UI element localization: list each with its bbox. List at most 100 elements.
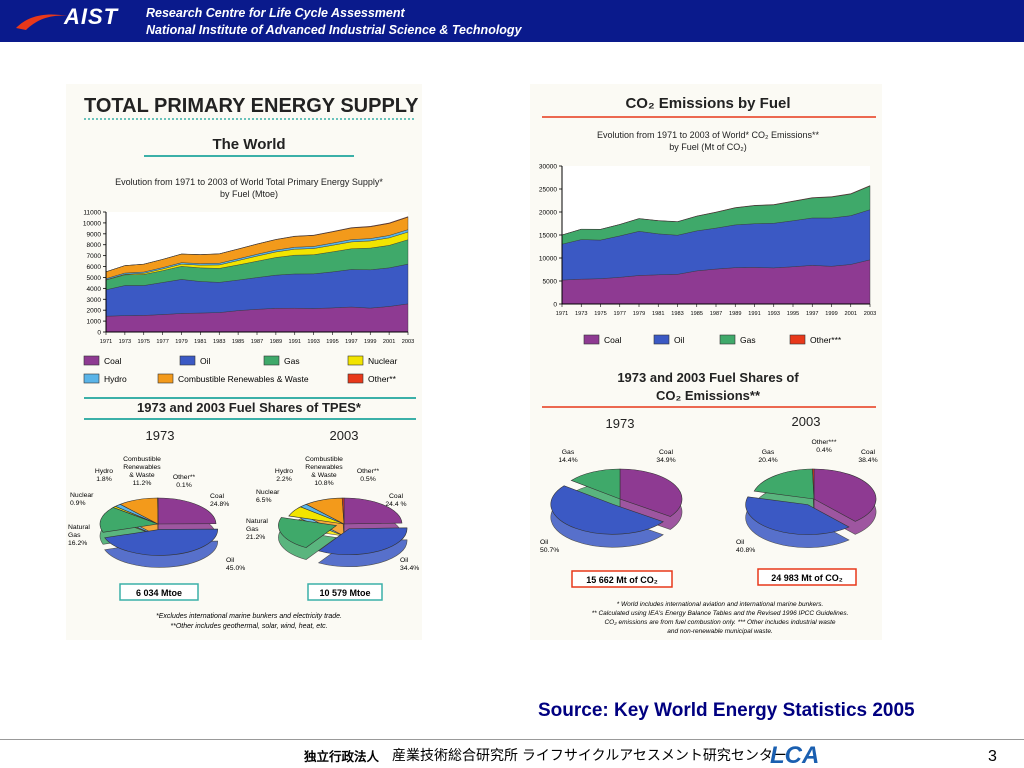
co2-pie-2003-slice-1	[745, 496, 850, 535]
tpes-pie-2003-label-name-0: Coal	[389, 493, 403, 500]
co2-xtick-label: 1979	[633, 311, 645, 317]
co2-xtick-label: 1981	[652, 311, 664, 317]
footer-org-name: 産業技術総合研究所 ライフサイクルアセスメント研究センター	[392, 747, 787, 763]
tpes-banner: TOTAL PRIMARY ENERGY SUPPLY	[84, 95, 419, 117]
tpes-pie-2003-label-name-2: Natural	[246, 518, 268, 525]
tpes-year-2003: 2003	[330, 428, 359, 443]
co2-ytick-label: 5000	[543, 279, 558, 286]
tpes-pie-2003-label-value-5: 10.8%	[314, 480, 333, 487]
tpes-pie-1973-slice-1	[104, 528, 218, 556]
co2-pie-2003-slice-0	[813, 468, 877, 522]
tpes-ytick-label: 7000	[87, 253, 102, 260]
co2-shares-title2: CO₂ Emissions**	[656, 388, 761, 403]
tpes-shares-title: 1973 and 2003 Fuel Shares of TPES*	[137, 400, 362, 415]
co2-pie-2003-label-name-2: Gas	[762, 449, 775, 456]
co2-ytick-label: 10000	[539, 256, 557, 263]
co2-pie-2003-label-name-1: Oil	[736, 539, 745, 546]
tpes-total-1973: 6 034 Mtoe	[136, 588, 182, 598]
co2-legend-label-3: Other***	[810, 335, 842, 345]
tpes-legend-swatch-3	[347, 355, 364, 366]
co2-pie-2003-label-value-1: 40.8%	[736, 547, 755, 554]
lca-logo-text: LCA	[770, 742, 819, 767]
co2-total-1973-box	[571, 570, 673, 588]
aist-logo-text: AIST	[64, 4, 119, 29]
tpes-ytick-label: 6000	[87, 264, 102, 271]
tpes-pie-2003-label-value-2: 21.2%	[246, 534, 265, 541]
co2-xtick-label: 1983	[671, 311, 683, 317]
co2-pie-1973-label-name-1: Oil	[540, 539, 549, 546]
co2-ytick-label: 30000	[539, 164, 557, 171]
co2-xtick-label: 1985	[691, 311, 703, 317]
co2-pie-2003-slice-2	[753, 468, 815, 500]
co2-pie-2003-label-value-3: 0.4%	[816, 447, 832, 454]
tpes-xtick-label: 1991	[289, 339, 301, 345]
tpes-series-6	[105, 216, 409, 273]
tpes-figure: TOTAL PRIMARY ENERGY SUPPLY The World Ev…	[68, 95, 419, 630]
tpes-pie-2003-slice-2	[278, 517, 338, 548]
tpes-xtick-label: 1999	[364, 339, 376, 345]
co2-legend: Coal Oil Gas Other***	[583, 334, 842, 345]
co2-legend-label-1: Oil	[674, 335, 685, 345]
co2-note1: * World includes international aviation …	[617, 601, 824, 608]
tpes-pie-2003-label-name-2: Gas	[246, 526, 259, 533]
tpes-pie-2003-label-name-5: Renewables	[305, 464, 343, 471]
tpes-pie-2003-label-name-3: Nuclear	[256, 489, 280, 496]
tpes-pie-1973-label-name-1: Oil	[226, 557, 235, 564]
co2-pie-2003-label-value-2: 20.4%	[758, 457, 777, 464]
tpes-pie-2003-label-value-6: 0.5%	[360, 476, 376, 483]
tpes-legend-swatch-2	[263, 355, 280, 366]
co2-pie-2003-slice-3	[812, 468, 815, 500]
co2-pie-1973-label-name-2: Gas	[562, 449, 575, 456]
co2-caption2: by Fuel (Mt of CO₂)	[669, 142, 747, 152]
tpes-pie-1973-label-name-5: Renewables	[123, 464, 161, 471]
tpes-panel: TOTAL PRIMARY ENERGY SUPPLY The World Ev…	[66, 84, 422, 640]
co2-xtick-label: 1995	[787, 311, 799, 317]
co2-series-3	[561, 185, 871, 236]
tpes-note1: *Excludes international marine bunkers a…	[156, 613, 342, 620]
co2-xtick-label: 1975	[594, 311, 606, 317]
tpes-pie-2003-label-value-1: 34.4%	[400, 565, 419, 572]
tpes-legend-label-0: Coal	[104, 356, 122, 366]
tpes-ytick-label: 3000	[87, 297, 102, 304]
co2-total-2003: 24 983 Mt of CO₂	[771, 573, 843, 583]
tpes-pie-1973-label-name-3: Nuclear	[70, 492, 94, 499]
tpes-pie-1973-label-value-2: 16.2%	[68, 540, 87, 547]
header-bar: AIST Research Centre for Life Cycle Asse…	[0, 0, 1024, 42]
tpes-legend-label-1: Oil	[200, 356, 211, 366]
co2-xtick-label: 1977	[614, 311, 626, 317]
tpes-xtick-label: 1995	[326, 339, 338, 345]
footer-org-type: 独立行政法人	[304, 750, 380, 764]
co2-ytick-label: 25000	[539, 187, 557, 194]
tpes-subtitle: The World	[212, 136, 285, 153]
co2-shares-title1: 1973 and 2003 Fuel Shares of	[617, 370, 799, 385]
tpes-xtick-label: 1997	[345, 339, 357, 345]
tpes-note2: **Other includes geothermal, solar, wind…	[170, 623, 327, 630]
tpes-ytick-label: 5000	[87, 275, 102, 282]
co2-xtick-label: 1987	[710, 311, 722, 317]
tpes-total-1973-box	[119, 583, 199, 601]
co2-xtick-label: 1971	[556, 311, 568, 317]
tpes-pie-1973-label-value-1: 45.0%	[226, 565, 245, 572]
tpes-legend-swatch-6	[347, 373, 364, 384]
tpes-ytick-label: 4000	[87, 286, 102, 293]
co2-legend-swatch-3	[789, 334, 806, 345]
tpes-pie-1973-label-name-5: Combustible	[123, 456, 161, 463]
tpes-pie-2003-label-value-0: 24.4 %	[385, 501, 406, 508]
tpes-pie-2003-slice-1	[317, 527, 408, 556]
tpes-xtick-label: 2003	[402, 339, 414, 345]
tpes-legend-label-6: Other**	[368, 374, 397, 384]
co2-pie-1973-label-value-2: 14.4%	[558, 457, 577, 464]
tpes-pie-2003-label-value-3: 6.5%	[256, 497, 272, 504]
tpes-pie-1973-label-name-4: Hydro	[95, 468, 113, 475]
co2-xtick-label: 1999	[825, 311, 837, 317]
co2-year-1973: 1973	[606, 416, 635, 431]
header-line2: National Institute of Advanced Industria…	[146, 23, 522, 37]
tpes-caption2: by Fuel (Mtoe)	[220, 189, 278, 199]
co2-pie-1973-slice-2	[570, 468, 621, 500]
tpes-year-1973: 1973	[146, 428, 175, 443]
tpes-pie-1973-label-name-0: Coal	[210, 493, 224, 500]
co2-pie-2003-label-name-3: Other***	[812, 439, 837, 446]
tpes-xtick-label: 1981	[194, 339, 206, 345]
co2-area-chart: 0 5000 10000 15000 20000 25000 30000 1971 1973 19…	[539, 164, 876, 318]
